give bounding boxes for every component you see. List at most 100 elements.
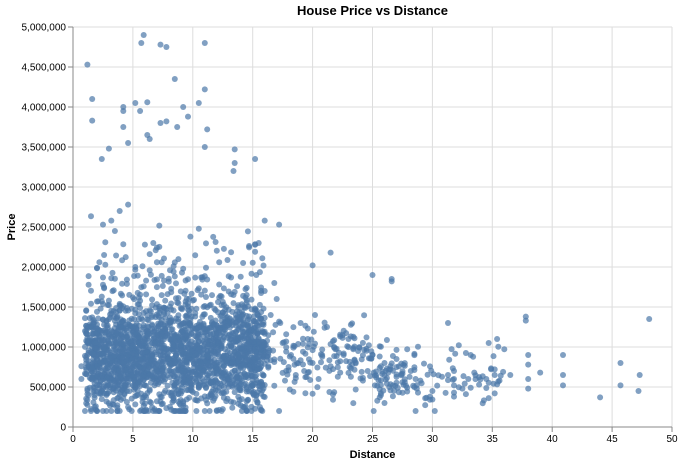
- data-point: [247, 332, 254, 338]
- scatter-point: [244, 396, 251, 403]
- data-point: [297, 320, 304, 326]
- scatter-point: [290, 388, 297, 395]
- scatter-point: [383, 380, 390, 387]
- scatter-point: [265, 332, 272, 339]
- scatter-point: [391, 387, 398, 394]
- scatter-point: [435, 372, 442, 379]
- scatter-point: [252, 305, 259, 312]
- scatter-point: [84, 338, 91, 345]
- scatter-point: [230, 300, 237, 307]
- scatter-point: [102, 357, 109, 364]
- scatter-point: [173, 280, 179, 287]
- scatter-point: [111, 346, 118, 353]
- scatter-point: [306, 369, 312, 375]
- data-point: [230, 168, 237, 174]
- scatter-point: [128, 372, 135, 379]
- scatter-point: [159, 400, 166, 407]
- scatter-point: [219, 374, 226, 381]
- scatter-point: [157, 331, 164, 337]
- scatter-point: [253, 372, 260, 379]
- scatter-point: [170, 355, 177, 362]
- scatter-point: [309, 390, 316, 397]
- scatter-point: [165, 278, 172, 285]
- scatter-point: [246, 313, 253, 320]
- scatter-point: [105, 400, 112, 407]
- data-point: [271, 280, 278, 286]
- scatter-point: [187, 379, 194, 386]
- data-point: [386, 366, 393, 373]
- scatter-point: [295, 360, 302, 367]
- scatter-point: [225, 306, 232, 313]
- scatter-point: [100, 301, 106, 307]
- scatter-point: [113, 252, 120, 259]
- data-point: [388, 278, 395, 285]
- scatter-point: [226, 315, 233, 322]
- scatter-point: [134, 289, 141, 296]
- scatter-point: [153, 378, 160, 385]
- scatter-point: [137, 356, 144, 363]
- scatter-point: [103, 367, 110, 374]
- scatter-point: [134, 301, 141, 308]
- scatter-point: [490, 380, 497, 387]
- scatter-point: [91, 404, 98, 410]
- data-point: [445, 320, 451, 326]
- scatter-point: [111, 352, 118, 359]
- data-points: [78, 32, 653, 414]
- scatter-point: [283, 344, 290, 351]
- scatter-point: [125, 307, 132, 314]
- scatter-point: [109, 364, 116, 371]
- scatter-point: [376, 343, 383, 350]
- scatter-point: [149, 296, 156, 303]
- scatter-point: [195, 225, 202, 232]
- scatter-point: [159, 283, 166, 289]
- data-point: [180, 104, 187, 110]
- scatter-point: [485, 395, 492, 402]
- data-point: [285, 364, 292, 370]
- scatter-point: [240, 362, 247, 369]
- scatter-point: [255, 383, 262, 390]
- y-tick-label: 3,500,000: [22, 143, 67, 154]
- scatter-point: [171, 382, 178, 388]
- scatter-point: [143, 277, 150, 284]
- scatter-point: [204, 400, 211, 407]
- scatter-point: [234, 373, 241, 380]
- y-tick-label: 1,000,000: [22, 343, 67, 354]
- scatter-point: [114, 404, 121, 411]
- scatter-point: [151, 357, 158, 364]
- scatter-point: [169, 341, 176, 348]
- scatter-point: [132, 306, 139, 313]
- scatter-point: [110, 397, 117, 404]
- scatter-point: [139, 398, 146, 405]
- data-point: [525, 361, 532, 368]
- scatter-point: [231, 389, 238, 396]
- scatter-point: [182, 287, 189, 294]
- scatter-point: [83, 371, 90, 377]
- data-point: [84, 61, 91, 68]
- data-point: [471, 369, 478, 376]
- scatter-point: [119, 340, 126, 347]
- scatter-point: [192, 339, 199, 346]
- y-tick-label: 3,000,000: [22, 183, 67, 194]
- data-point: [331, 344, 338, 350]
- scatter-point: [270, 329, 277, 336]
- scatter-point: [383, 337, 390, 343]
- scatter-point: [88, 287, 94, 294]
- scatter-point: [234, 283, 241, 290]
- x-tick-label: 10: [187, 434, 199, 445]
- data-point: [120, 104, 127, 110]
- x-tick-label: 30: [427, 434, 439, 445]
- scatter-point: [232, 328, 239, 335]
- scatter-point: [170, 348, 177, 355]
- scatter-point: [209, 341, 215, 348]
- data-point: [304, 336, 311, 342]
- scatter-point: [179, 269, 185, 276]
- scatter-point: [211, 351, 218, 358]
- scatter-point: [230, 292, 237, 298]
- scatter-point: [162, 297, 169, 304]
- y-tick-label: 4,000,000: [22, 103, 67, 114]
- data-point: [157, 120, 164, 126]
- data-point: [89, 117, 96, 124]
- scatter-point: [300, 348, 306, 355]
- data-point: [301, 368, 308, 374]
- scatter-point: [157, 352, 164, 359]
